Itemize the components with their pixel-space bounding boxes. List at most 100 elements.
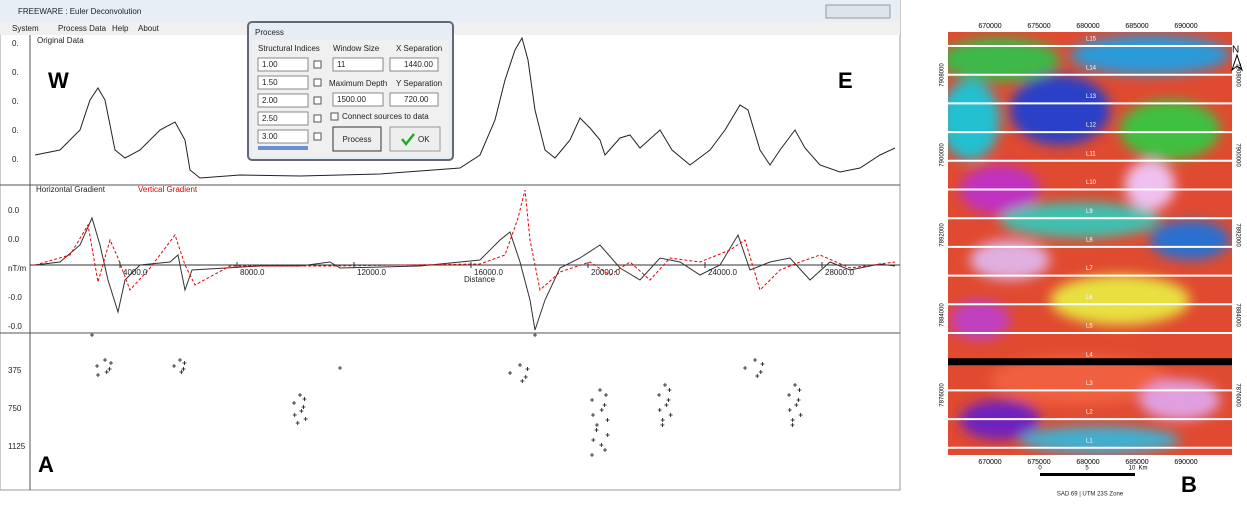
line-label: L4 — [1086, 352, 1093, 358]
title-bar — [0, 0, 900, 22]
scale-label: Km — [1139, 466, 1148, 472]
menu-item[interactable]: Help — [112, 24, 129, 33]
checkbox[interactable] — [313, 78, 322, 87]
input[interactable] — [257, 111, 309, 126]
x-tick-label: 12000.0 — [357, 268, 386, 277]
euler-solution — [591, 438, 596, 442]
euler-solution — [605, 418, 610, 422]
y-tick-label: 750 — [8, 404, 22, 413]
line-label: L6 — [1086, 295, 1093, 301]
y-tick-label: -0.0 — [8, 322, 22, 331]
ok-button[interactable] — [389, 126, 441, 152]
euler-solution — [525, 367, 530, 371]
euler-solution — [660, 418, 665, 422]
euler-solution — [301, 405, 306, 409]
profile-curve — [34, 36, 896, 179]
input[interactable] — [389, 57, 439, 72]
euler-solution — [605, 433, 610, 437]
input[interactable] — [257, 93, 309, 108]
input-value: 1440.00 — [404, 60, 433, 69]
north-arrow: N — [1232, 45, 1239, 56]
line-label: L10 — [1086, 180, 1097, 186]
euler-solution — [760, 362, 765, 366]
input-value: 2.00 — [262, 96, 278, 105]
y-tick-label: 0.0 — [8, 206, 20, 215]
euler-solution — [292, 401, 297, 405]
menu-item[interactable]: Process Data — [58, 24, 107, 33]
euler-solution — [508, 371, 513, 375]
euler-solution — [107, 367, 112, 371]
y-tick-label: 0. — [12, 39, 19, 48]
y-tick-label: 7900000 — [1234, 143, 1240, 167]
input-value: 1.50 — [262, 78, 278, 87]
label: Connect sources to data — [342, 112, 429, 121]
line-label: L11 — [1086, 151, 1096, 157]
line-label: L7 — [1086, 266, 1093, 272]
horizontal-gradient-curve — [34, 216, 896, 331]
euler-solution — [303, 417, 308, 421]
menu-item[interactable]: About — [138, 24, 160, 33]
west-label: W — [48, 68, 69, 93]
window-controls[interactable] — [825, 4, 891, 19]
y-tick-label: 7908000 — [940, 63, 946, 87]
window-title: FREEWARE : Euler Deconvolution — [18, 7, 141, 16]
euler-solution — [518, 363, 522, 367]
euler-solution — [790, 423, 795, 427]
checkbox[interactable] — [330, 112, 339, 121]
euler-solution — [533, 333, 537, 337]
euler-solution — [793, 383, 797, 387]
euler-solution — [299, 409, 304, 413]
line-label: L15 — [1086, 37, 1097, 43]
euler-solution — [660, 423, 665, 427]
y-tick-label: 7876000 — [940, 383, 946, 407]
euler-solution — [104, 370, 109, 374]
euler-solution — [758, 370, 763, 374]
x-tick-label: 670000 — [978, 23, 1001, 30]
x-tick-label: 680000 — [1076, 459, 1099, 466]
panel-letter: A — [38, 452, 54, 477]
input-value: 11 — [337, 60, 346, 69]
euler-solution — [787, 408, 792, 412]
input[interactable] — [389, 92, 439, 107]
euler-solution — [295, 421, 300, 425]
euler-solution — [90, 333, 94, 337]
euler-solution — [298, 393, 302, 397]
checkbox[interactable] — [313, 114, 322, 123]
euler-solution — [664, 403, 669, 407]
line-label: L14 — [1086, 65, 1097, 71]
input[interactable] — [332, 57, 384, 72]
input[interactable] — [332, 92, 384, 107]
input[interactable] — [257, 129, 309, 144]
input[interactable] — [257, 75, 309, 90]
line-label: L12 — [1086, 123, 1097, 129]
x-tick-label: 685000 — [1125, 459, 1148, 466]
checkbox[interactable] — [313, 132, 322, 141]
x-tick-label: 670000 — [978, 459, 1001, 466]
x-tick-label: 16000.0 — [474, 268, 503, 277]
y-tick-label: 7884000 — [1234, 303, 1240, 327]
menu-item[interactable]: System — [12, 24, 39, 33]
euler-solution — [103, 358, 107, 362]
y-tick-label: 7892000 — [1234, 223, 1240, 247]
x-tick-label: 24000.0 — [708, 268, 737, 277]
euler-solution — [590, 413, 595, 417]
process-button[interactable] — [332, 126, 382, 152]
line-label: L2 — [1086, 410, 1093, 416]
euler-solution — [292, 413, 297, 417]
label: Y Separation — [396, 79, 442, 88]
x-tick-label: 675000 — [1027, 459, 1050, 466]
checkbox[interactable] — [313, 60, 322, 69]
euler-solution — [95, 364, 100, 368]
checkbox[interactable] — [313, 96, 322, 105]
euler-solution — [743, 366, 748, 370]
input-value: 1500.00 — [337, 95, 366, 104]
x-tick-label: 690000 — [1174, 459, 1197, 466]
euler-solution — [790, 418, 795, 422]
euler-solution — [598, 388, 602, 392]
legend-horizontal: Horizontal Gradient — [36, 185, 106, 194]
input[interactable] — [257, 57, 309, 72]
euler-solution — [603, 393, 608, 397]
euler-solution — [657, 408, 662, 412]
y-tick-label: 7900000 — [940, 143, 946, 167]
input-value: 720.00 — [404, 95, 429, 104]
